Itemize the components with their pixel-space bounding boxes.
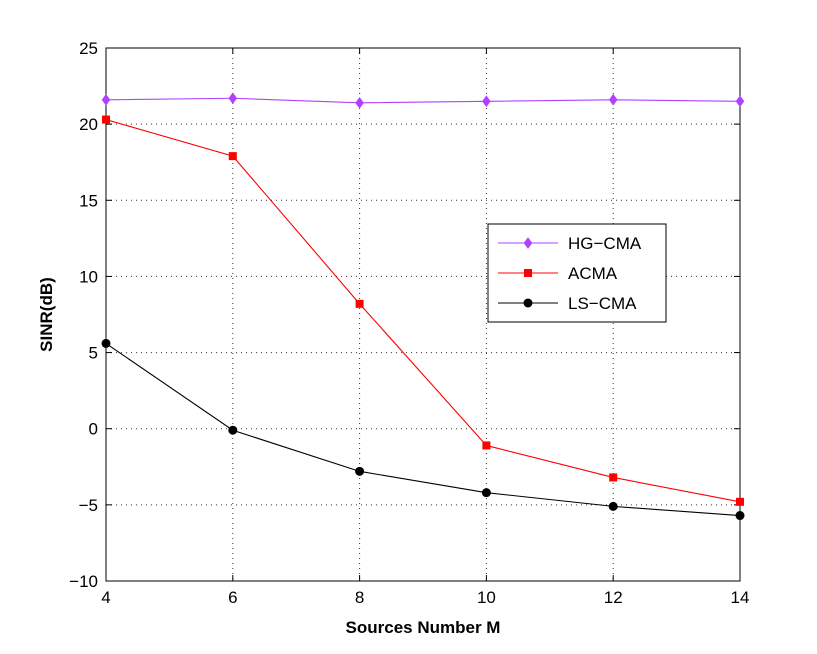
y-axis-label: SINR(dB) — [37, 277, 56, 352]
y-tick-label: 0 — [89, 420, 98, 439]
plot-frame — [105, 47, 741, 582]
data-point-hg-cma — [482, 95, 491, 108]
y-tick-label: −5 — [79, 496, 98, 515]
legend-entry-ls-cma: LS−CMA — [498, 294, 637, 313]
legend-label-acma: ACMA — [568, 264, 618, 283]
data-point-ls-cma — [355, 466, 365, 476]
data-point-ls-cma — [101, 338, 111, 348]
data-point-ls-cma — [481, 488, 491, 498]
data-point-hg-cma — [228, 92, 238, 105]
y-tick-label: −10 — [69, 572, 98, 591]
series-line-acma — [105, 119, 741, 503]
y-tick-label: 25 — [79, 39, 98, 58]
data-point-acma — [102, 115, 110, 124]
x-tick-label: 6 — [228, 588, 237, 607]
series-hg-cma — [101, 92, 745, 109]
data-point-ls-cma — [735, 511, 745, 521]
y-tick-label: 5 — [89, 344, 98, 363]
legend-marker-ls-cma — [523, 298, 533, 308]
x-axis-label: Sources Number M — [346, 618, 501, 637]
x-tick-label: 10 — [477, 588, 496, 607]
series-ls-cma — [101, 338, 745, 521]
series-acma — [102, 115, 744, 506]
data-point-ls-cma — [608, 501, 618, 511]
data-point-acma — [736, 497, 744, 506]
legend-marker-hg-cma — [523, 237, 533, 249]
legend-entry-hg-cma: HG−CMA — [498, 234, 642, 253]
x-tick-label: 4 — [101, 588, 110, 607]
data-point-acma — [228, 152, 237, 161]
data-point-acma — [482, 441, 491, 450]
x-tick-label: 8 — [355, 588, 364, 607]
legend: HG−CMA ACMA LS−CMA — [487, 223, 667, 323]
y-tick-label: 20 — [79, 115, 98, 134]
x-tick-label: 12 — [604, 588, 623, 607]
x-tick-label: 14 — [731, 588, 750, 607]
legend-marker-acma — [524, 269, 532, 277]
legend-entry-acma: ACMA — [498, 264, 618, 283]
data-series — [101, 92, 745, 521]
axis-ticks: 4 6 8 10 12 14 −10 −5 0 5 10 15 20 25 — [69, 39, 749, 607]
y-tick-label: 10 — [79, 267, 98, 286]
data-point-acma — [609, 473, 618, 482]
legend-label-hg-cma: HG−CMA — [568, 234, 642, 253]
data-point-hg-cma — [355, 96, 364, 109]
data-point-hg-cma — [735, 95, 745, 108]
grid-lines — [106, 48, 740, 581]
data-point-ls-cma — [228, 425, 238, 435]
series-line-ls-cma — [105, 342, 741, 517]
y-tick-label: 15 — [79, 191, 98, 210]
data-point-hg-cma — [608, 93, 618, 106]
data-point-hg-cma — [101, 93, 111, 106]
series-line-hg-cma — [105, 97, 741, 104]
data-point-acma — [355, 299, 364, 308]
legend-label-ls-cma: LS−CMA — [568, 294, 637, 313]
